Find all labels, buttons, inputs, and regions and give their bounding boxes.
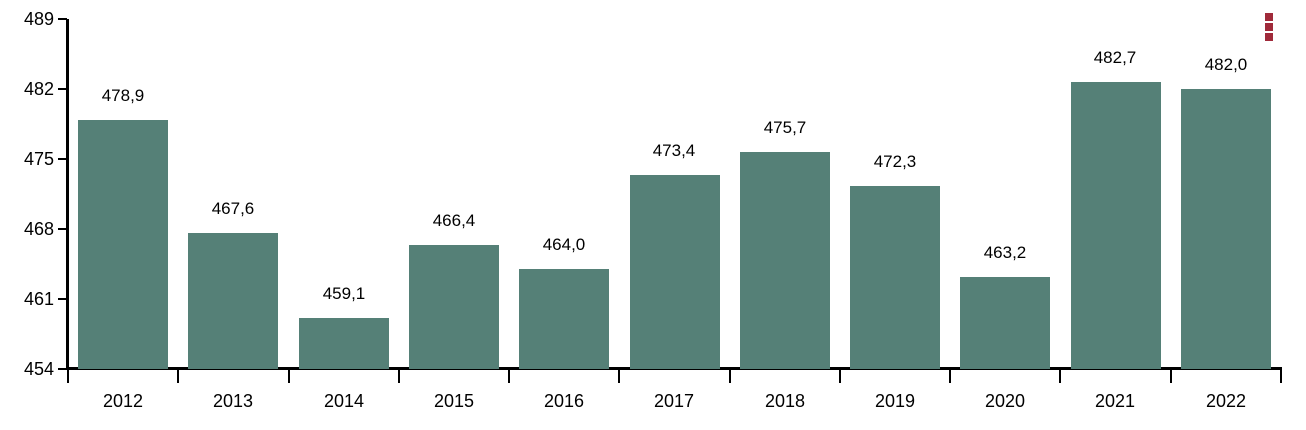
menu-dot-icon [1265, 33, 1273, 41]
x-tick-mark [1170, 369, 1172, 383]
bar-value-label: 459,1 [322, 284, 366, 303]
y-tick-label: 461 [23, 289, 54, 309]
y-tick-label: 482 [23, 79, 54, 99]
bar-value-label: 464,0 [542, 235, 586, 254]
bar-value-label: 478,9 [101, 86, 145, 105]
x-tick-mark [177, 369, 179, 383]
bar-2016[interactable] [519, 269, 609, 369]
y-axis [66, 19, 69, 370]
y-tick-label: 468 [23, 219, 54, 239]
x-category-label: 2018 [764, 391, 806, 411]
bar-value-label: 473,4 [652, 141, 696, 160]
bar-value-label: 475,7 [763, 118, 807, 137]
x-tick-mark [949, 369, 951, 383]
bar-2012[interactable] [78, 120, 168, 369]
y-tick-mark [58, 368, 67, 370]
x-category-label: 2014 [323, 391, 365, 411]
bar-2013[interactable] [188, 233, 278, 369]
x-category-label: 2016 [543, 391, 585, 411]
context-menu-button[interactable] [1261, 9, 1277, 45]
x-tick-mark [839, 369, 841, 383]
bar-2021[interactable] [1071, 82, 1161, 369]
bar-value-label: 463,2 [983, 243, 1027, 262]
y-tick-mark [58, 298, 67, 300]
bar-2020[interactable] [960, 277, 1050, 369]
bar-2014[interactable] [299, 318, 389, 369]
bar-value-label: 482,7 [1093, 48, 1137, 67]
x-tick-mark [508, 369, 510, 383]
y-tick-label: 454 [23, 359, 54, 379]
x-category-label: 2012 [102, 391, 144, 411]
x-tick-mark [1059, 369, 1061, 383]
bar-2015[interactable] [409, 245, 499, 369]
bar-value-label: 482,0 [1204, 55, 1248, 74]
y-tick-label: 475 [23, 149, 54, 169]
bar-value-label: 472,3 [873, 152, 917, 171]
bar-2017[interactable] [630, 175, 720, 369]
x-category-label: 2022 [1205, 391, 1247, 411]
y-tick-mark [58, 18, 67, 20]
y-tick-mark [58, 158, 67, 160]
x-tick-mark [1280, 369, 1282, 383]
x-category-label: 2013 [212, 391, 254, 411]
bar-value-label: 467,6 [211, 199, 255, 218]
x-tick-mark [288, 369, 290, 383]
x-tick-mark [618, 369, 620, 383]
x-category-label: 2019 [874, 391, 916, 411]
menu-dot-icon [1265, 23, 1273, 31]
menu-dot-icon [1265, 13, 1273, 21]
y-tick-mark [58, 88, 67, 90]
x-category-label: 2017 [653, 391, 695, 411]
x-tick-mark [67, 369, 69, 383]
y-tick-mark [58, 228, 67, 230]
bar-2022[interactable] [1181, 89, 1271, 369]
x-tick-mark [398, 369, 400, 383]
x-category-label: 2021 [1094, 391, 1136, 411]
x-tick-mark [729, 369, 731, 383]
bar-value-label: 466,4 [432, 211, 476, 230]
bar-2019[interactable] [850, 186, 940, 369]
x-category-label: 2015 [433, 391, 475, 411]
x-category-label: 2020 [984, 391, 1026, 411]
bar-2018[interactable] [740, 152, 830, 369]
y-tick-label: 489 [23, 9, 54, 29]
